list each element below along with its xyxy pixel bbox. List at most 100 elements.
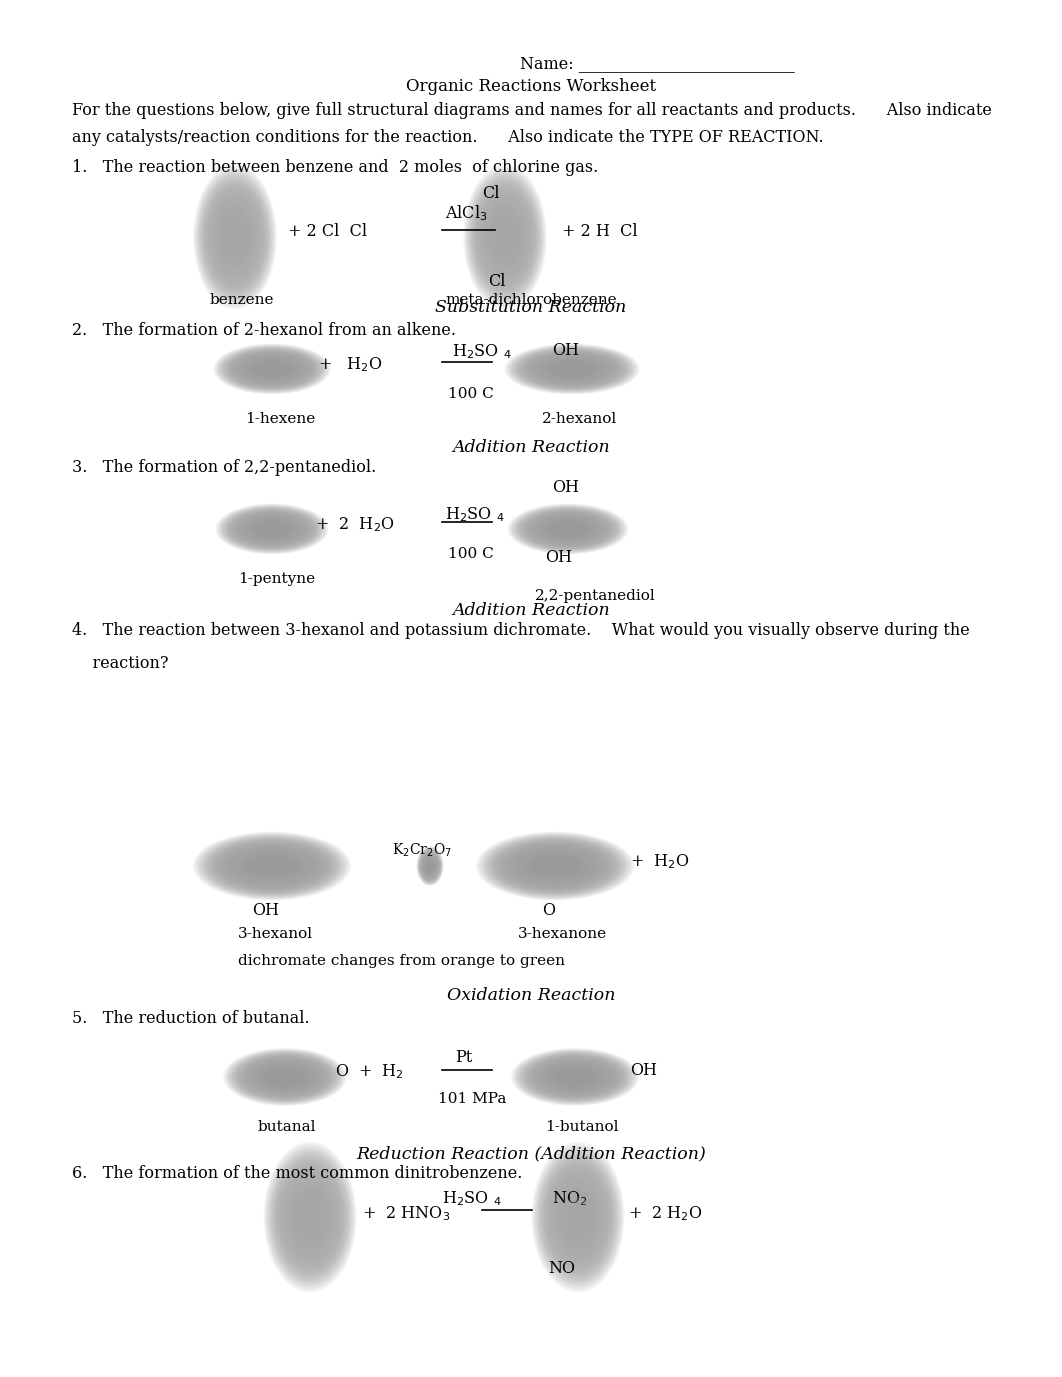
Text: OH: OH	[630, 1062, 657, 1080]
Ellipse shape	[220, 347, 325, 391]
Ellipse shape	[235, 512, 309, 545]
Ellipse shape	[490, 837, 620, 895]
Ellipse shape	[421, 852, 440, 880]
Ellipse shape	[205, 185, 266, 289]
Text: Substitution Reaction: Substitution Reaction	[435, 299, 627, 315]
Ellipse shape	[479, 833, 631, 899]
Ellipse shape	[534, 1147, 621, 1287]
Ellipse shape	[416, 847, 444, 885]
Ellipse shape	[417, 847, 443, 884]
Ellipse shape	[233, 511, 311, 547]
Ellipse shape	[206, 837, 338, 895]
Ellipse shape	[508, 504, 628, 554]
Ellipse shape	[232, 351, 313, 387]
Ellipse shape	[514, 507, 622, 552]
Text: Name: ___________________________: Name: ___________________________	[520, 55, 794, 72]
Ellipse shape	[211, 840, 332, 892]
Ellipse shape	[553, 1067, 596, 1086]
Ellipse shape	[216, 504, 328, 554]
Text: +  2  H$_2$O: + 2 H$_2$O	[315, 515, 395, 534]
Text: 3.   The formation of 2,2-pentanediol.: 3. The formation of 2,2-pentanediol.	[72, 459, 376, 476]
Ellipse shape	[223, 1048, 346, 1106]
Ellipse shape	[227, 350, 316, 388]
Text: dichromate changes from orange to green: dichromate changes from orange to green	[238, 954, 565, 968]
Ellipse shape	[236, 1053, 335, 1100]
Text: 3-hexanone: 3-hexanone	[518, 927, 607, 940]
Text: 100 C: 100 C	[448, 547, 494, 560]
Text: NO$_2$: NO$_2$	[552, 1188, 587, 1208]
Ellipse shape	[537, 1153, 618, 1282]
Ellipse shape	[565, 1197, 592, 1238]
Ellipse shape	[238, 1055, 332, 1099]
Ellipse shape	[195, 833, 348, 899]
Ellipse shape	[240, 1056, 330, 1097]
Ellipse shape	[216, 344, 328, 394]
Text: +  2 H$_2$O: + 2 H$_2$O	[628, 1203, 703, 1223]
Ellipse shape	[199, 834, 345, 898]
Ellipse shape	[515, 1051, 634, 1104]
Ellipse shape	[196, 169, 274, 304]
Text: Cl: Cl	[482, 185, 499, 202]
Ellipse shape	[253, 521, 291, 537]
Ellipse shape	[417, 847, 443, 885]
Ellipse shape	[470, 178, 539, 297]
Ellipse shape	[229, 1051, 340, 1103]
Text: K$_2$Cr$_2$O$_7$: K$_2$Cr$_2$O$_7$	[392, 841, 452, 859]
Ellipse shape	[528, 1056, 621, 1097]
Text: +   H$_2$O: + H$_2$O	[318, 355, 382, 373]
Text: Addition Reaction: Addition Reaction	[452, 439, 610, 456]
Ellipse shape	[511, 1048, 638, 1106]
Ellipse shape	[263, 1142, 357, 1292]
Ellipse shape	[509, 346, 635, 392]
Text: Organic Reactions Worksheet: Organic Reactions Worksheet	[406, 78, 656, 95]
Ellipse shape	[270, 1153, 350, 1282]
Ellipse shape	[497, 841, 613, 891]
Text: meta-dichlorobenzene: meta-dichlorobenzene	[445, 293, 617, 307]
Ellipse shape	[417, 848, 442, 884]
Ellipse shape	[421, 851, 440, 880]
Ellipse shape	[264, 1067, 306, 1086]
Ellipse shape	[229, 509, 315, 548]
Ellipse shape	[473, 182, 537, 292]
Text: 4.   The reaction between 3-hexanol and potassium dichromate.    What would you : 4. The reaction between 3-hexanol and po…	[72, 622, 970, 639]
Ellipse shape	[514, 347, 631, 391]
Ellipse shape	[220, 843, 325, 888]
Ellipse shape	[206, 187, 264, 288]
Ellipse shape	[277, 1165, 342, 1270]
Ellipse shape	[518, 508, 618, 549]
Ellipse shape	[201, 836, 343, 896]
Ellipse shape	[225, 508, 319, 549]
Ellipse shape	[526, 1055, 623, 1099]
Ellipse shape	[530, 1056, 619, 1097]
Ellipse shape	[510, 504, 626, 554]
Ellipse shape	[218, 346, 327, 392]
Ellipse shape	[517, 1051, 632, 1103]
Text: H$_2$SO $_{4}$: H$_2$SO $_{4}$	[452, 341, 512, 361]
Ellipse shape	[492, 839, 618, 894]
Text: +  H$_2$O: + H$_2$O	[630, 852, 689, 870]
Ellipse shape	[221, 507, 323, 552]
Ellipse shape	[199, 175, 271, 299]
Text: Pt: Pt	[455, 1049, 473, 1066]
Ellipse shape	[512, 505, 624, 552]
Ellipse shape	[271, 1154, 348, 1279]
Ellipse shape	[516, 507, 620, 551]
Ellipse shape	[466, 169, 544, 304]
Ellipse shape	[225, 1049, 344, 1104]
Ellipse shape	[297, 1197, 323, 1238]
Ellipse shape	[273, 1157, 347, 1276]
Text: For the questions below, give full structural diagrams and names for all reactan: For the questions below, give full struc…	[72, 102, 992, 118]
Text: Addition Reaction: Addition Reaction	[452, 602, 610, 620]
Text: 1-butanol: 1-butanol	[545, 1120, 618, 1135]
Text: benzene: benzene	[210, 293, 274, 307]
Text: + 2 H  Cl: + 2 H Cl	[562, 223, 637, 240]
Ellipse shape	[213, 344, 330, 394]
Ellipse shape	[201, 178, 270, 297]
Text: +  2 HNO$_3$: + 2 HNO$_3$	[362, 1203, 450, 1223]
Ellipse shape	[221, 347, 323, 391]
Ellipse shape	[229, 351, 315, 387]
Ellipse shape	[544, 1162, 612, 1272]
Text: Cl: Cl	[489, 273, 506, 291]
Text: butanal: butanal	[258, 1120, 316, 1135]
Ellipse shape	[532, 1142, 624, 1292]
